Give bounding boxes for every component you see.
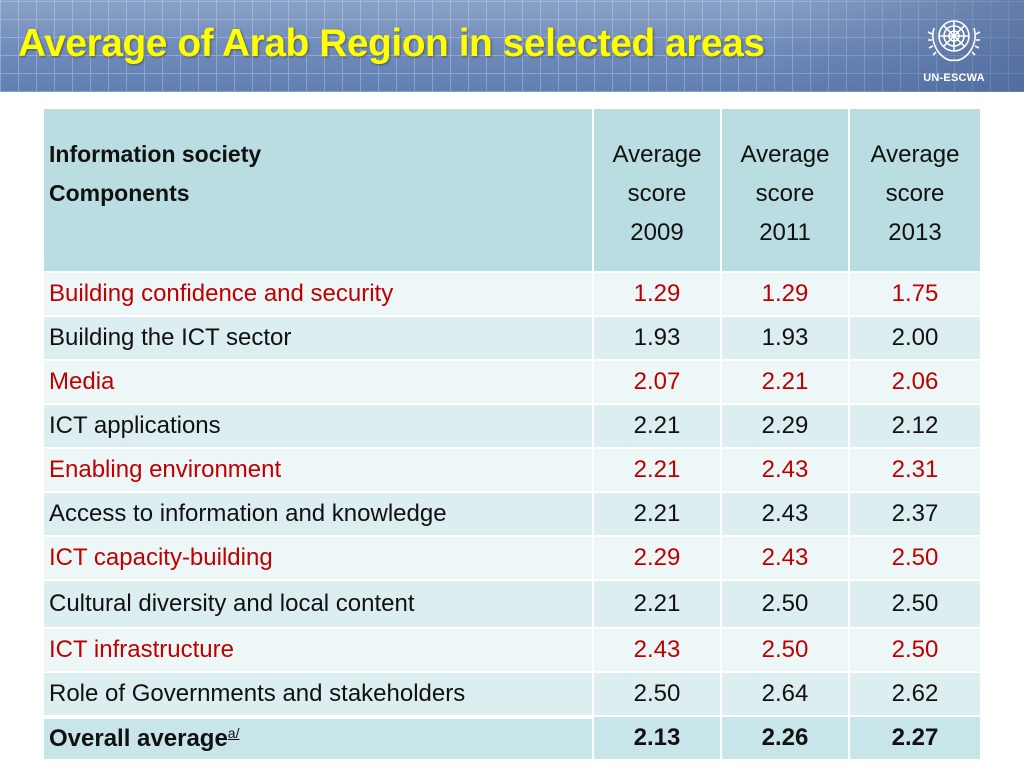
score-2013: 2.12 (850, 405, 980, 449)
component-label: Cultural diversity and local content (44, 581, 594, 629)
score-2011: 2.50 (722, 629, 850, 673)
score-2009: 2.21 (594, 405, 722, 449)
score-2009: 2.21 (594, 449, 722, 493)
score-2013: 1.75 (850, 273, 980, 317)
table-row: Enabling environment 2.21 2.43 2.31 (44, 449, 980, 493)
score-2011: 2.43 (722, 537, 850, 581)
score-2011: 2.21 (722, 361, 850, 405)
table-row: ICT infrastructure 2.43 2.50 2.50 (44, 629, 980, 673)
score-2009: 2.29 (594, 537, 722, 581)
table-row: Building the ICT sector 1.93 1.93 2.00 (44, 317, 980, 361)
header-2011-line3: 2011 (759, 219, 811, 246)
header-components: Information society Components (44, 109, 594, 273)
score-2013: 2.50 (850, 537, 980, 581)
component-label: Media (44, 361, 594, 405)
table-row: Media 2.07 2.21 2.06 (44, 361, 980, 405)
header-2009-line3: 2009 (630, 219, 684, 246)
score-2011: 2.29 (722, 405, 850, 449)
scores-table-body: Information society Components Average s… (44, 109, 980, 761)
score-2013: 2.50 (850, 629, 980, 673)
score-2013: 2.06 (850, 361, 980, 405)
table-row: Role of Governments and stakeholders 2.50… (44, 673, 980, 717)
score-2011: 1.29 (722, 273, 850, 317)
table-row: ICT applications 2.21 2.29 2.12 (44, 405, 980, 449)
header-2011-line2: score (755, 180, 815, 207)
header-2013-line3: 2013 (888, 219, 942, 246)
header-2011-line1: Average (740, 141, 830, 168)
table-row: Cultural diversity and local content 2.21… (44, 581, 980, 629)
header-2009: Average score 2009 (594, 109, 722, 273)
slide-title: Average of Arab Region in selected areas (18, 22, 765, 65)
header-2013-line2: score (885, 180, 945, 207)
score-2009: 1.29 (594, 273, 722, 317)
component-label: Access to information and knowledge (44, 493, 594, 537)
score-2013: 2.62 (850, 673, 980, 717)
score-2013: 2.31 (850, 449, 980, 493)
header-2011: Average score 2011 (722, 109, 850, 273)
table-header-row: Information society Components Average s… (44, 109, 980, 273)
score-2009: 1.93 (594, 317, 722, 361)
score-2013: 2.37 (850, 493, 980, 537)
table-row: ICT capacity-building 2.29 2.43 2.50 (44, 537, 980, 581)
total-label-cell: Overall averagea/ (44, 717, 594, 761)
un-emblem-icon (927, 20, 981, 62)
component-label: ICT infrastructure (44, 629, 594, 673)
header-2013-line1: Average (870, 141, 960, 168)
score-2013: 2.50 (850, 581, 980, 629)
footnote-marker: a/ (227, 725, 240, 741)
component-label: ICT applications (44, 405, 594, 449)
table-row: Access to information and knowledge 2.21 2… (44, 493, 980, 537)
score-2011: 2.43 (722, 449, 850, 493)
title-banner: Average of Arab Region in selected areas… (0, 0, 1024, 92)
score-2009: 2.50 (594, 673, 722, 717)
un-escwa-logo: UN-ESCWA (922, 8, 986, 88)
total-row: Overall averagea/2.13 2.26 2.27 (44, 717, 980, 761)
total-score-2009: 2.13 (594, 717, 722, 761)
component-label: Building confidence and security (44, 273, 594, 317)
component-label: ICT capacity-building (44, 537, 594, 581)
header-label-line2: Components (49, 180, 190, 206)
score-2009: 2.21 (594, 493, 722, 537)
total-score-2013: 2.27 (850, 717, 980, 761)
total-label: Overall average (49, 725, 228, 752)
score-2011: 2.43 (722, 493, 850, 537)
header-2009-line1: Average (612, 141, 702, 168)
header-2013: Average score 2013 (850, 109, 980, 273)
score-2009: 2.07 (594, 361, 722, 405)
header-label-line1: Information society (49, 141, 262, 167)
header-2009-line2: score (627, 180, 687, 207)
logo-text: UN-ESCWA (923, 72, 985, 84)
total-score-2011: 2.26 (722, 717, 850, 761)
score-2009: 2.21 (594, 581, 722, 629)
score-2011: 2.50 (722, 581, 850, 629)
score-2009: 2.43 (594, 629, 722, 673)
score-2013: 2.00 (850, 317, 980, 361)
scores-table: Information society Components Average s… (44, 109, 980, 761)
score-2011: 2.64 (722, 673, 850, 717)
score-2011: 1.93 (722, 317, 850, 361)
banner-shade (764, 0, 1024, 92)
table-row: Building confidence and security 1.29 1.29… (44, 273, 980, 317)
component-label: Building the ICT sector (44, 317, 594, 361)
component-label: Role of Governments and stakeholders (44, 673, 594, 717)
component-label: Enabling environment (44, 449, 594, 493)
